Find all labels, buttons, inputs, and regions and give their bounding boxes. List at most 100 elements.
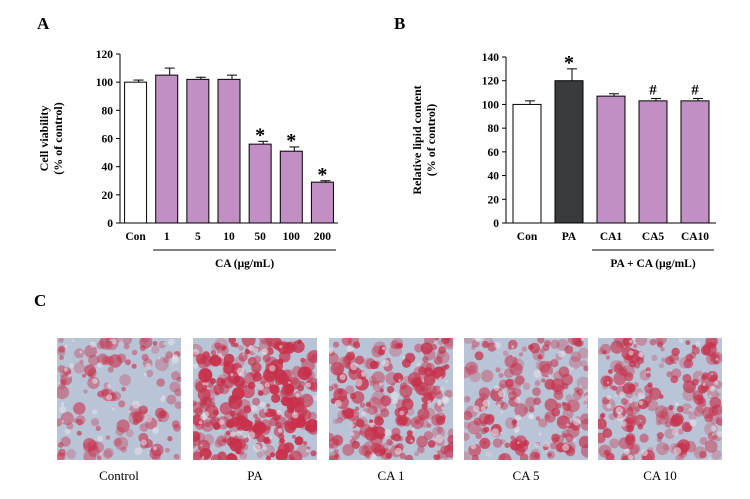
lipid-droplet — [464, 432, 470, 441]
lipid-droplet — [261, 427, 270, 436]
cell-highlight — [512, 354, 515, 358]
cell-highlight — [639, 419, 642, 422]
lipid-droplet — [436, 415, 446, 426]
y-tick-label: 0 — [493, 218, 499, 230]
y-tick-label: 100 — [482, 99, 500, 111]
lipid-droplet — [355, 418, 365, 428]
cell-highlight — [218, 353, 223, 358]
y-tick-label: 40 — [102, 162, 114, 174]
lipid-droplet — [209, 354, 222, 367]
cell-highlight — [709, 385, 716, 392]
cell-highlight — [163, 342, 167, 346]
lipid-droplet — [613, 372, 627, 386]
caption-control: Control — [99, 468, 139, 483]
cell-highlight — [269, 436, 273, 440]
cell-highlight — [614, 394, 617, 398]
lipid-droplet — [165, 351, 174, 359]
lipid-droplet — [580, 413, 588, 425]
lipid-droplet — [464, 451, 471, 460]
lipid-droplet — [572, 391, 582, 401]
cell-highlight — [496, 403, 501, 409]
lipid-droplet — [263, 436, 270, 444]
cell-highlight — [619, 391, 625, 398]
chart-a-cell-viability: 0 20 40 60 80 100 120 Con 1 5 10 50 * 100 * 200 * CA (μg/… — [37, 49, 338, 270]
lipid-droplet — [676, 405, 684, 413]
lipid-droplet — [628, 401, 641, 415]
cell-highlight — [305, 382, 311, 388]
lipid-droplet — [514, 403, 528, 417]
lipid-droplet — [118, 400, 126, 408]
lipid-droplet — [270, 452, 275, 458]
cell-highlight — [390, 391, 399, 400]
cell-highlight — [498, 390, 506, 398]
lipid-droplet — [423, 348, 436, 361]
lipid-droplet — [660, 346, 665, 352]
cell-highlight — [200, 413, 207, 421]
bar-PA — [554, 80, 584, 224]
lipid-droplet — [84, 364, 96, 377]
lipid-droplet — [622, 338, 632, 346]
lipid-droplet — [664, 420, 672, 428]
lipid-droplet — [434, 338, 440, 341]
cell-highlight — [617, 411, 621, 416]
cell-highlight — [500, 410, 504, 414]
y-tick-label: 140 — [482, 52, 500, 64]
lipid-droplet — [620, 398, 628, 405]
lipid-droplet — [252, 372, 262, 382]
lipid-droplet — [685, 340, 691, 345]
lipid-droplet — [521, 346, 528, 352]
lipid-droplet — [574, 387, 580, 393]
cell-highlight — [398, 379, 401, 382]
x-tick-label: 50 — [254, 231, 266, 243]
x-tick-label: PA — [562, 231, 577, 243]
lipid-droplet — [297, 339, 302, 345]
significance-hash: # — [649, 83, 657, 99]
lipid-droplet — [464, 421, 471, 429]
lipid-droplet — [227, 435, 240, 448]
lipid-droplet — [374, 416, 384, 426]
lipid-droplet — [537, 354, 543, 360]
cell-highlight — [152, 446, 158, 451]
lipid-droplet — [141, 353, 149, 361]
cell-highlight — [350, 362, 358, 371]
group-label: CA (μg/mL) — [215, 258, 274, 270]
lipid-droplet — [329, 385, 334, 392]
cell-highlight — [109, 338, 112, 342]
cell-highlight — [350, 432, 355, 437]
lipid-droplet — [158, 418, 163, 422]
cell-highlight — [584, 395, 588, 401]
cell-highlight — [629, 339, 633, 344]
lipid-droplet — [393, 372, 404, 383]
cell-highlight — [442, 397, 449, 405]
lipid-droplet — [210, 350, 217, 356]
lipid-droplet — [267, 342, 272, 348]
lipid-droplet — [414, 451, 419, 457]
lipid-droplet — [502, 350, 509, 357]
cell-highlight — [253, 444, 261, 452]
lipid-droplet — [388, 440, 394, 446]
cell-highlight — [637, 392, 644, 399]
lipid-droplet — [209, 417, 217, 425]
lipid-droplet — [438, 346, 446, 354]
lipid-droplet — [219, 383, 230, 395]
lipid-droplet — [368, 396, 382, 410]
cell-highlight — [675, 402, 679, 406]
lipid-droplet — [692, 344, 696, 349]
lipid-droplet — [624, 372, 634, 382]
lipid-droplet — [348, 366, 362, 381]
lipid-droplet — [544, 339, 551, 347]
lipid-droplet — [282, 342, 295, 354]
lipid-droplet — [379, 448, 387, 456]
cell-highlight — [517, 441, 520, 444]
lipid-droplet — [310, 450, 317, 457]
lipid-droplet — [277, 443, 290, 456]
lipid-droplet — [227, 452, 235, 460]
lipid-droplet — [214, 342, 222, 350]
lipid-droplet — [405, 407, 415, 416]
lipid-droplet — [394, 342, 402, 350]
lipid-droplet — [201, 419, 214, 432]
cell-highlight — [361, 411, 367, 416]
lipid-droplet — [550, 442, 558, 450]
lipid-droplet — [133, 411, 144, 423]
lipid-droplet — [76, 418, 83, 426]
